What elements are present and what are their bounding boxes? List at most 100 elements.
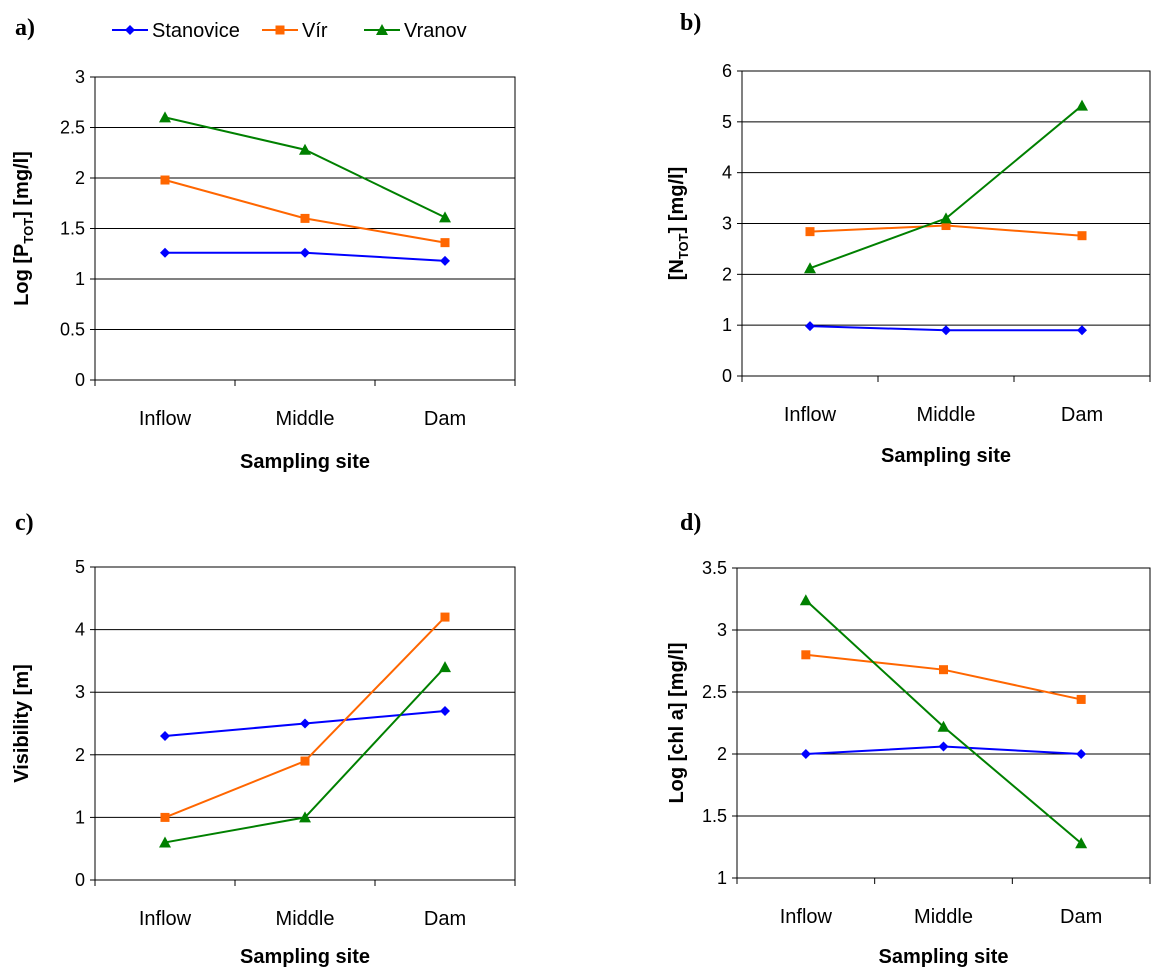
panel-a-point-vranov-inflow (159, 111, 171, 123)
panel-d-point-vranov-inflow (799, 594, 812, 606)
panel-d-point-vir-dam (1076, 694, 1086, 704)
panel-a-plot-area (94, 76, 516, 381)
panel-c-xtick-label-inflow: Inflow (139, 908, 192, 930)
panel-d-series-line-vir (805, 653, 1082, 701)
panel-a-point-vranov-dam (439, 211, 451, 223)
legend-marker-vranov (376, 24, 388, 35)
panel-a-point-stanovice-inflow (160, 247, 170, 258)
panel-c-ytick-label: 0 (75, 870, 85, 890)
panel-b-ytick-label: 4 (722, 163, 732, 183)
panel-b-ytick-label: 5 (722, 112, 732, 132)
panel-a-ytick-label: 0 (75, 370, 85, 390)
panel-b-x-axis-title: Sampling site (881, 445, 1011, 467)
panel-c-point-stanovice-dam (440, 705, 450, 716)
panel-d-point-vranov-middle (937, 720, 950, 732)
panel-d-ytick-label: 3 (717, 620, 727, 640)
panel-d-ytick-label: 1 (717, 868, 727, 888)
panel-a-letter: a) (15, 15, 35, 41)
panel-a-point-vranov-middle (299, 143, 311, 155)
panel-c-y-axis-title-part: Visibility [m] (11, 664, 33, 783)
panel-b-point-vranov-middle (940, 212, 952, 224)
panel-b-y-axis-title-subscript: TOT (676, 233, 691, 259)
panel-a-xtick-label-middle: Middle (276, 408, 335, 430)
legend-marker-vir (275, 25, 285, 35)
panel-b-point-stanovice-inflow (805, 321, 815, 332)
panel-b-y-axis-title-part: ] [mg/l] (666, 167, 688, 234)
panel-a-point-vir-middle (300, 213, 310, 223)
panel-c-ytick-label: 2 (75, 745, 85, 765)
panel-a-xtick-label-inflow: Inflow (139, 408, 192, 430)
panel-c-series-line-vir (164, 616, 446, 819)
panel-a-point-vir-inflow (160, 175, 170, 185)
panel-b-ytick-label: 1 (722, 315, 732, 335)
panel-b: b) 0 1 2 3 4 5 6 Inflow Middle Dam Sampling site [NT… (666, 10, 1151, 467)
panel-b-ytick-label: 0 (722, 366, 732, 386)
panel-d-ytick-label: 1.5 (702, 806, 727, 826)
panel-a-point-stanovice-dam (440, 255, 450, 266)
panel-a-ytick-label: 1 (75, 269, 85, 289)
panel-c-ytick-label: 3 (75, 682, 85, 702)
panel-d-point-vir-inflow (801, 650, 811, 660)
panel-c-series-vir (160, 612, 450, 822)
panel-a-y-axis-title-part: Log [P (11, 244, 33, 306)
panel-c-point-stanovice-inflow (160, 731, 170, 742)
panel-b-y-axis-title: [NTOT] [mg/l] (666, 167, 691, 281)
panel-b-point-stanovice-dam (1077, 325, 1087, 336)
panel-c-y-axis-title: Visibility [m] (11, 664, 33, 783)
chart-panels: a) 0 0.5 1 1.5 2 2.5 3 Inflow Middle Dam Sampling s… (11, 10, 1151, 968)
panel-d-plot-area (736, 567, 1151, 879)
panel-a-y-axis-title-part: ] [mg/l] (11, 151, 33, 218)
legend-label-vir: Vír (302, 20, 328, 42)
panel-c-ytick-label: 1 (75, 807, 85, 827)
panel-b-ytick-label: 3 (722, 214, 732, 234)
panel-b-point-vir-dam (1077, 231, 1087, 241)
panel-a-point-vir-dam (440, 238, 450, 248)
panel-c-ytick-label: 5 (75, 557, 85, 577)
panel-d-letter: d) (680, 510, 701, 536)
panel-a-ytick-label: 2.5 (60, 118, 85, 138)
panel-a-ytick-label: 3 (75, 67, 85, 87)
panel-d-xtick-label-middle: Middle (914, 906, 973, 928)
panel-c-letter: c) (15, 510, 34, 536)
panel-c-ytick-label: 4 (75, 620, 85, 640)
panel-d-x-axis-title: Sampling site (878, 946, 1008, 968)
panel-c-point-stanovice-middle (300, 718, 310, 729)
panel-b-y-axis-title-part: [N (666, 259, 688, 280)
panel-c-series-stanovice (160, 705, 450, 742)
panel-a-ytick-label: 0.5 (60, 320, 85, 340)
panel-d-series-vir (801, 650, 1086, 704)
panel-a-series-vranov (159, 111, 451, 223)
legend-item-vranov: Vranov (364, 20, 467, 42)
panel-b-xtick-label-dam: Dam (1061, 404, 1103, 426)
legend-label-stanovice: Stanovice (152, 20, 240, 42)
panel-b-xtick-label-middle: Middle (917, 404, 976, 426)
panel-a-y-axis-title: Log [PTOT] [mg/l] (11, 151, 36, 306)
legend-marker-stanovice (125, 25, 135, 35)
panel-b-plot-area (741, 70, 1151, 377)
panel-a: a) 0 0.5 1 1.5 2 2.5 3 Inflow Middle Dam Sampling s… (11, 15, 516, 473)
panel-b-ytick-label: 6 (722, 61, 732, 81)
panel-d: d) 1 1.5 2 2.5 3 3.5 Inflow Middle Dam Sampling si… (666, 510, 1151, 968)
panel-c-point-vranov-middle (299, 811, 311, 823)
panel-c-series-vranov (159, 661, 451, 848)
panel-d-point-vir-middle (939, 665, 948, 675)
panel-b-point-vir-inflow (805, 227, 815, 237)
panel-a-ytick-label: 1.5 (60, 219, 85, 239)
panel-c: c) 0 1 2 3 4 5 Inflow Middle Dam Sampling site Visi… (11, 510, 516, 968)
panel-c-x-axis-title: Sampling site (240, 946, 370, 968)
panel-b-series-line-vranov (809, 104, 1083, 270)
panel-d-point-stanovice-inflow (800, 749, 811, 759)
panel-b-series-vir (805, 221, 1087, 241)
legend-item-vir: Vír (262, 20, 328, 42)
panel-a-series-vir (160, 175, 450, 248)
panel-d-point-stanovice-dam (1076, 749, 1087, 759)
panel-a-ytick-label: 2 (75, 168, 85, 188)
panel-b-point-vranov-dam (1076, 99, 1088, 111)
panel-b-point-vir-middle (941, 221, 951, 231)
panel-d-ytick-label: 2.5 (702, 682, 727, 702)
panel-d-ytick-label: 3.5 (702, 558, 727, 578)
panel-b-series-vranov (804, 99, 1088, 274)
panel-b-ytick-label: 2 (722, 264, 732, 284)
panel-b-xtick-label-inflow: Inflow (784, 404, 837, 426)
